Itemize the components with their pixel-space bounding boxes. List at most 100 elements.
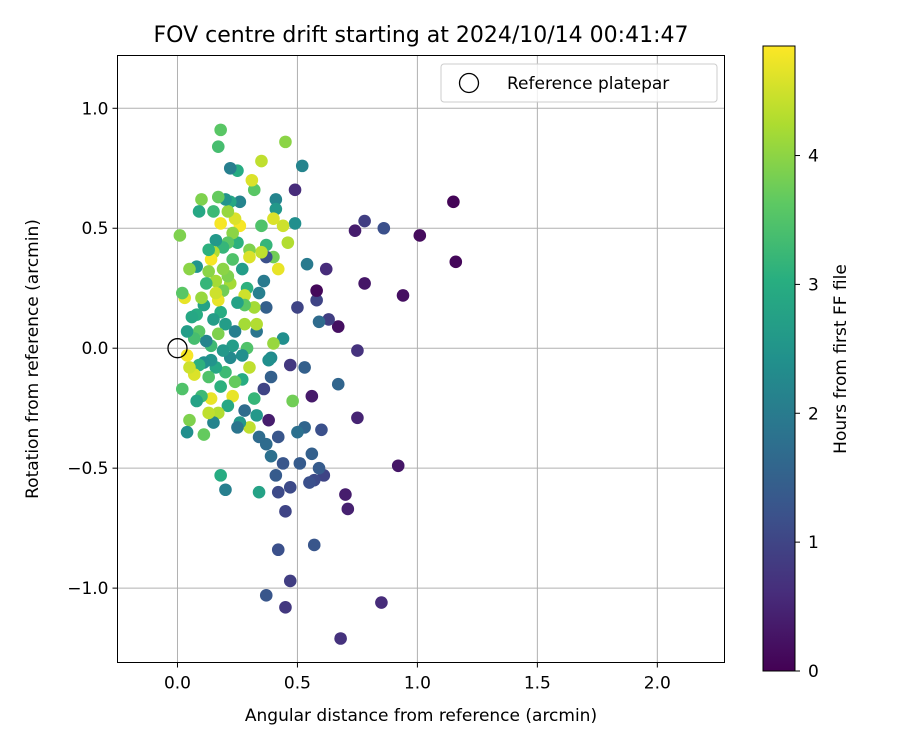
legend-frame [440, 63, 718, 103]
colorbar-label: Hours from first FF file [831, 264, 851, 454]
data-point [276, 332, 290, 345]
data-point [305, 389, 319, 403]
data-point [180, 325, 194, 338]
data-point [247, 301, 261, 314]
data-point [391, 459, 405, 473]
colorbar-gradient [762, 45, 796, 672]
data-point [228, 375, 242, 389]
data-point [199, 277, 213, 290]
data-point [291, 301, 304, 314]
x-tick-label: 1.0 [404, 674, 431, 694]
data-point [267, 212, 280, 225]
y-tick-label: −0.5 [67, 459, 108, 479]
data-point [207, 313, 220, 326]
data-point [269, 193, 283, 206]
data-point [197, 428, 211, 441]
data-point [235, 262, 249, 276]
data-point [447, 195, 460, 209]
reference-platepar-marker [167, 338, 188, 359]
data-point [175, 382, 189, 396]
data-point [202, 243, 215, 257]
data-point [271, 262, 285, 276]
data-point [334, 632, 347, 645]
data-point [257, 382, 271, 396]
x-axis-ticks: 0.0 0.5 1.0 1.5 2.0 [164, 662, 671, 694]
data-point [375, 596, 388, 609]
data-point [264, 370, 278, 384]
data-point [310, 284, 323, 297]
data-point [293, 457, 307, 470]
data-point [226, 339, 239, 353]
legend-reference-marker [458, 72, 480, 94]
data-point [269, 469, 283, 482]
data-point [322, 313, 335, 326]
legend-entry-reference-platepar: Reference platepar [507, 74, 669, 94]
data-point [358, 277, 371, 290]
data-point [214, 469, 227, 482]
y-axis-ticks: 1.0 0.5 0.0 −0.5 −1.0 [67, 99, 118, 599]
data-point [305, 447, 319, 461]
x-axis-label: Angular distance from reference (arcmin) [245, 706, 597, 726]
data-point [319, 262, 333, 276]
data-point [310, 293, 323, 307]
y-tick-label: 1.0 [81, 99, 108, 119]
data-point [231, 236, 244, 249]
data-point [207, 205, 220, 218]
data-point [283, 358, 297, 372]
data-point [315, 423, 328, 437]
data-point [214, 380, 227, 393]
data-point [223, 161, 237, 175]
data-point [257, 274, 271, 288]
data-point [259, 589, 273, 602]
data-point [286, 394, 299, 408]
colorbar: 0 1 2 3 4 Hours from first FF file [762, 45, 851, 682]
data-point [180, 349, 194, 362]
y-axis-label: Rotation from reference (arcmin) [23, 219, 43, 499]
data-point [377, 221, 391, 235]
colorbar-tick-label: 2 [808, 404, 819, 424]
data-point [219, 483, 232, 497]
x-tick-label: 0.0 [164, 674, 191, 694]
data-point [449, 255, 463, 269]
data-point [231, 296, 244, 309]
data-point [216, 262, 230, 276]
data-point [219, 317, 232, 331]
data-point [351, 344, 364, 357]
data-point [221, 205, 235, 218]
data-point [279, 505, 292, 518]
data-point [358, 214, 371, 228]
data-point [235, 349, 249, 362]
data-point [255, 154, 268, 168]
data-point [250, 409, 263, 422]
data-point [247, 392, 261, 405]
data-point [211, 140, 225, 153]
data-point [195, 291, 208, 305]
data-point [276, 457, 290, 470]
data-point [252, 485, 266, 499]
data-point [199, 334, 213, 348]
legend: Reference platepar [440, 63, 718, 103]
data-point [214, 217, 227, 230]
data-point [183, 262, 196, 276]
data-point [243, 361, 256, 374]
data-point [183, 413, 196, 427]
y-tick-label: 0.5 [81, 219, 108, 239]
colorbar-ticks: 0 1 2 3 4 [795, 147, 819, 682]
data-point [259, 301, 273, 314]
data-point [300, 257, 314, 271]
data-point [209, 286, 223, 300]
data-point [238, 404, 251, 417]
data-point [269, 202, 283, 216]
data-point [231, 421, 244, 434]
data-point [226, 226, 239, 240]
colorbar-tick-label: 3 [808, 275, 819, 295]
data-point [219, 365, 232, 379]
data-point [339, 488, 352, 501]
data-point [204, 392, 218, 405]
data-point [279, 601, 292, 614]
data-point [396, 289, 410, 302]
data-point [238, 317, 251, 331]
data-point [243, 421, 256, 434]
data-point [247, 183, 261, 197]
